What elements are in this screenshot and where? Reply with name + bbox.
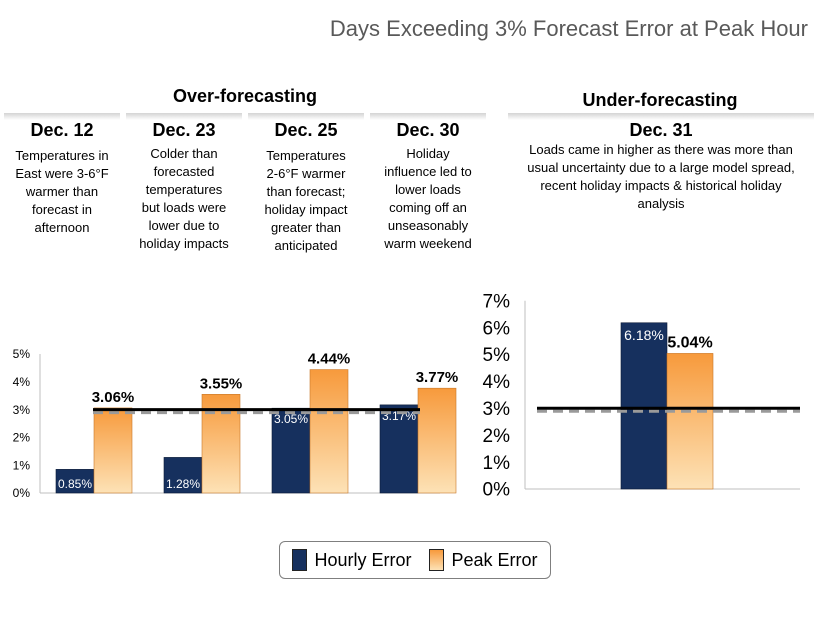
date-label-dec30: Dec. 30 (396, 120, 460, 140)
hourly-error-bar (620, 322, 668, 490)
y-tick-label: 0% (483, 480, 511, 501)
under-forecasting-title: Under-forecasting (582, 90, 738, 110)
date-header-bar (248, 113, 364, 120)
hourly-error-label: 1.28% (166, 477, 200, 491)
y-tick-label: 4% (483, 372, 511, 393)
y-tick-label: 3% (13, 403, 31, 417)
hourly-error-label: 3.05% (274, 412, 308, 426)
legend-label-peak: Peak Error (451, 549, 538, 570)
y-tick-label: 2% (483, 426, 511, 447)
hourly-error-bar (271, 407, 311, 494)
hourly-error-bar (379, 404, 419, 494)
hourly-error-bar (163, 457, 203, 494)
legend-swatch-peak (429, 549, 445, 571)
date-label-dec25: Dec. 25 (274, 120, 338, 140)
y-tick-label: 1% (13, 458, 31, 472)
event-description-dec31: Loads came in higher as there was more t… (527, 142, 795, 211)
legend-label-hourly: Hourly Error (314, 549, 412, 570)
y-tick-label: 5% (13, 347, 31, 361)
peak-error-label: 4.44% (308, 351, 351, 368)
legend-item-peak: Peak Error (429, 549, 538, 571)
peak-error-bar (417, 387, 457, 494)
peak-error-label: 5.04% (667, 334, 712, 351)
y-tick-label: 1% (483, 453, 511, 474)
peak-error-label: 3.55% (200, 375, 243, 392)
y-tick-label: 0% (13, 486, 31, 500)
peak-error-bar (309, 369, 349, 494)
peak-error-bar (666, 353, 714, 490)
event-description-dec23: Colder than forecasted temperatures but loa… (139, 146, 229, 251)
y-tick-label: 7% (483, 291, 511, 312)
hourly-error-label: 0.85% (58, 477, 92, 491)
date-label-dec23: Dec. 23 (152, 120, 216, 140)
y-tick-label: 4% (13, 375, 31, 389)
event-description-dec12: Temperatures in East were 3-6°F warmer tha… (15, 148, 109, 235)
y-tick-label: 5% (483, 345, 511, 366)
legend-item-hourly: Hourly Error (292, 549, 411, 571)
y-tick-label: 3% (483, 399, 511, 420)
date-label-dec31: Dec. 31 (629, 120, 693, 140)
legend-swatch-hourly (292, 549, 308, 571)
event-description-dec30: Holiday influence led to lower loads coming… (384, 146, 472, 251)
y-tick-label: 6% (483, 318, 511, 339)
peak-error-label: 3.77% (416, 369, 459, 386)
page-title: Days Exceeding 3% Forecast Error at Peak… (329, 16, 808, 41)
hourly-error-label: 6.18% (624, 327, 664, 343)
date-header-bar (4, 113, 120, 120)
peak-error-label: 3.06% (92, 389, 135, 406)
date-label-dec12: Dec. 12 (30, 120, 94, 140)
peak-error-bar (93, 407, 133, 494)
date-header-bar (370, 113, 486, 120)
y-tick-label: 2% (13, 431, 31, 445)
date-header-bar (126, 113, 242, 120)
event-description-dec25: Temperatures 2-6°F warmer than forecast; ho… (264, 148, 348, 253)
date-header-bar (508, 113, 814, 120)
chart-legend: Hourly Error Peak Error (279, 541, 551, 579)
over-forecasting-title: Over-forecasting (172, 86, 318, 106)
